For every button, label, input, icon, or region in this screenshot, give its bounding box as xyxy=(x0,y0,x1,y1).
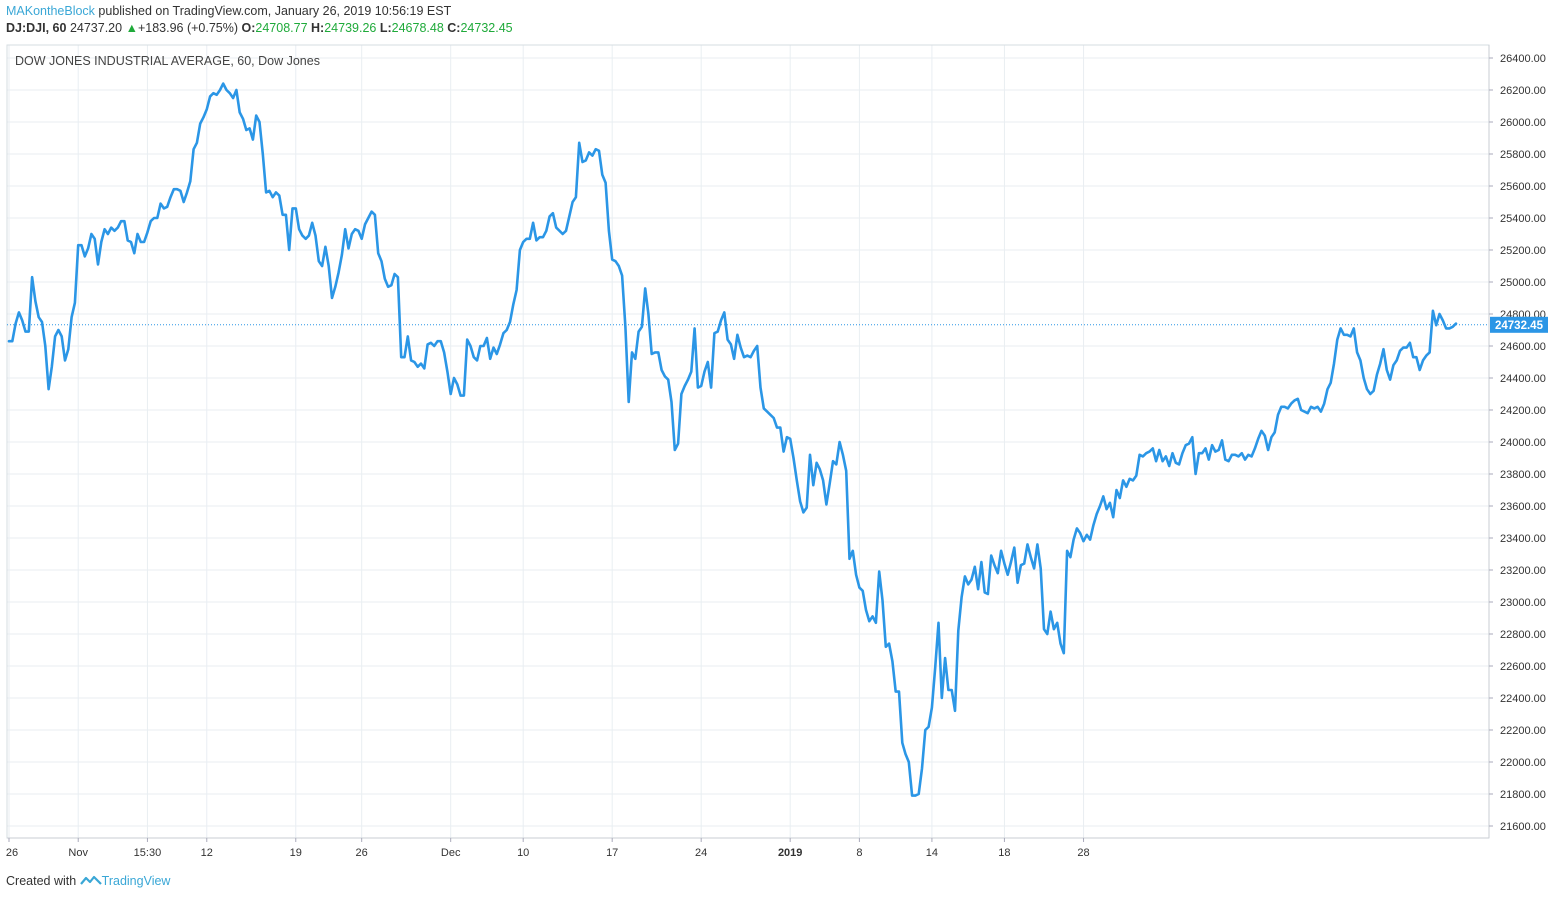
tradingview-logo-icon[interactable] xyxy=(79,874,102,886)
open-label: O: xyxy=(241,21,256,35)
y-tick-label: 26000.00 xyxy=(1500,117,1546,129)
y-tick-label: 23000.00 xyxy=(1500,597,1546,609)
high-value: 24739.26 xyxy=(324,21,377,35)
low-label: L: xyxy=(379,21,392,35)
tradingview-brand-link[interactable]: TradingView xyxy=(101,874,171,888)
high-label: H: xyxy=(311,21,325,35)
last-price-label: 24732.45 xyxy=(1490,316,1548,333)
y-tick-label: 22600.00 xyxy=(1500,661,1546,673)
x-tick-label: 10 xyxy=(517,847,529,859)
y-tick-label: 22000.00 xyxy=(1500,757,1546,769)
x-tick-label: 18 xyxy=(998,847,1010,859)
x-tick-label: 28 xyxy=(1077,847,1089,859)
x-tick-label: 14 xyxy=(926,847,938,859)
y-tick-label: 23200.00 xyxy=(1500,565,1546,577)
x-tick-label: 12 xyxy=(201,847,213,859)
x-tick-label: 2019 xyxy=(778,847,802,859)
last-price-value: 24732.45 xyxy=(1495,320,1544,332)
x-tick-label: 8 xyxy=(856,847,862,859)
up-arrow-icon: ▲ xyxy=(125,21,138,35)
close-label: C: xyxy=(447,21,461,35)
y-tick-label: 23600.00 xyxy=(1500,501,1546,513)
y-tick-label: 24200.00 xyxy=(1500,405,1546,417)
y-tick-label: 24000.00 xyxy=(1500,437,1546,449)
price-axis: 21600.00 21800.00 22000.00 22200.00 22400.00… xyxy=(1489,53,1546,833)
y-tick-label: 26200.00 xyxy=(1500,85,1546,97)
x-tick-label: Dec xyxy=(441,847,461,859)
y-tick-label: 25200.00 xyxy=(1500,245,1546,257)
x-tick-label: 17 xyxy=(606,847,618,859)
open-value: 24708.77 xyxy=(255,21,308,35)
y-tick-label: 22200.00 xyxy=(1500,725,1546,737)
y-tick-label: 22400.00 xyxy=(1500,693,1546,705)
x-tick-label: 19 xyxy=(290,847,302,859)
ohlc-legend: DJ:DJI, 60 24737.20 ▲+183.96 (+0.75%) O:… xyxy=(6,21,513,35)
close-value: 24732.45 xyxy=(460,21,513,35)
y-tick-label: 23800.00 xyxy=(1500,469,1546,481)
y-tick-label: 22800.00 xyxy=(1500,629,1546,641)
x-tick-label: 24 xyxy=(695,847,707,859)
y-tick-label: 21600.00 xyxy=(1500,821,1546,833)
created-with-text: Created with xyxy=(6,874,77,888)
y-tick-label: 26400.00 xyxy=(1500,53,1546,65)
time-axis: 26 Nov 15:30 12 19 26 Dec 10 17 24 2019 8 14 18 28 xyxy=(6,838,1090,859)
x-tick-label: 15:30 xyxy=(134,847,162,859)
symbol-label[interactable]: DJ:DJI, 60 xyxy=(6,21,67,35)
publish-info: MAKontheBlock published on TradingView.c… xyxy=(6,4,451,18)
x-tick-label: 26 xyxy=(356,847,368,859)
published-text: published on TradingView.com, January 26… xyxy=(98,4,452,18)
y-tick-label: 25000.00 xyxy=(1500,277,1546,289)
y-tick-label: 25600.00 xyxy=(1500,181,1546,193)
y-tick-label: 21800.00 xyxy=(1500,789,1546,801)
series-line-dji xyxy=(7,82,1458,797)
y-tick-label: 24400.00 xyxy=(1500,373,1546,385)
y-tick-label: 25400.00 xyxy=(1500,213,1546,225)
x-tick-label: Nov xyxy=(68,847,88,859)
low-value: 24678.48 xyxy=(391,21,444,35)
y-tick-label: 23400.00 xyxy=(1500,533,1546,545)
y-tick-label: 24600.00 xyxy=(1500,341,1546,353)
author-link[interactable]: MAKontheBlock xyxy=(6,4,95,18)
x-tick-label: 26 xyxy=(6,847,18,859)
change-value: +183.96 (+0.75%) xyxy=(137,21,239,35)
footer: Created with TradingView xyxy=(6,874,170,888)
chart-title: DOW JONES INDUSTRIAL AVERAGE, 60, Dow Jo… xyxy=(15,54,320,68)
last-value: 24737.20 xyxy=(69,21,123,35)
y-tick-label: 25800.00 xyxy=(1500,149,1546,161)
